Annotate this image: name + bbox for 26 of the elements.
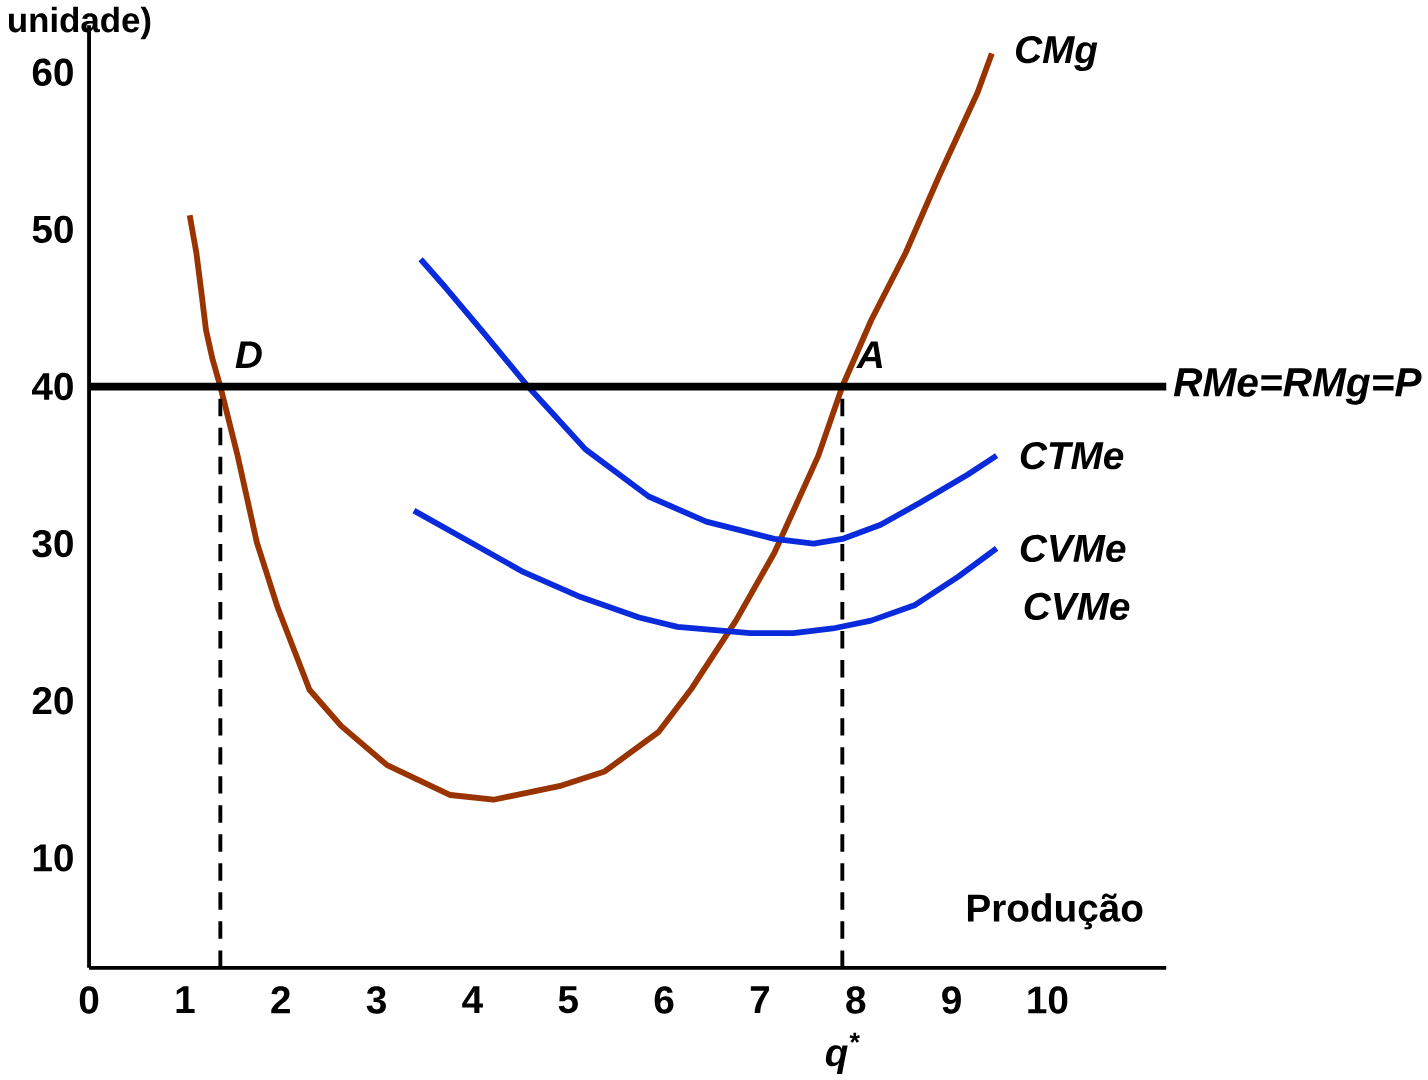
series-label: CTMe [1020,441,1124,470]
y-tick-label: 30 [32,529,73,558]
y-tick-label: 40 [31,372,73,400]
x-tick-label: 7 [750,986,769,1013]
y-tick-label: 50 [32,215,73,243]
x-tick-label: 5 [558,986,578,1014]
x-tick-label: 10 [1028,986,1068,1014]
annotation: D [235,341,262,368]
series-label: CMg [1016,35,1098,71]
y-tick-label: 20 [32,686,73,715]
x-tick-label: 2 [271,986,290,1014]
x-axis-title: Produção [967,893,1143,930]
ref-line-label: RMe=RMg=P [1173,368,1422,405]
x-tick-label: 1 [176,986,195,1013]
x-tick-label: 6 [654,986,674,1014]
y-tick-label: 10 [33,843,73,872]
series-label: CVMe [1020,534,1126,562]
x-tick-label: 3 [366,986,386,1014]
ref-line-label: q$^{*}$ [825,1032,860,1074]
x-tick-label: 9 [942,986,961,1014]
y-tick-label: 60 [32,58,73,86]
x-tick-label: 4 [462,986,483,1013]
annotation: CVMe [1024,592,1130,620]
y-axis-title: unidade) [9,6,151,40]
x-tick-label: 8 [846,986,866,1014]
x-tick-label: 0 [79,986,99,1014]
